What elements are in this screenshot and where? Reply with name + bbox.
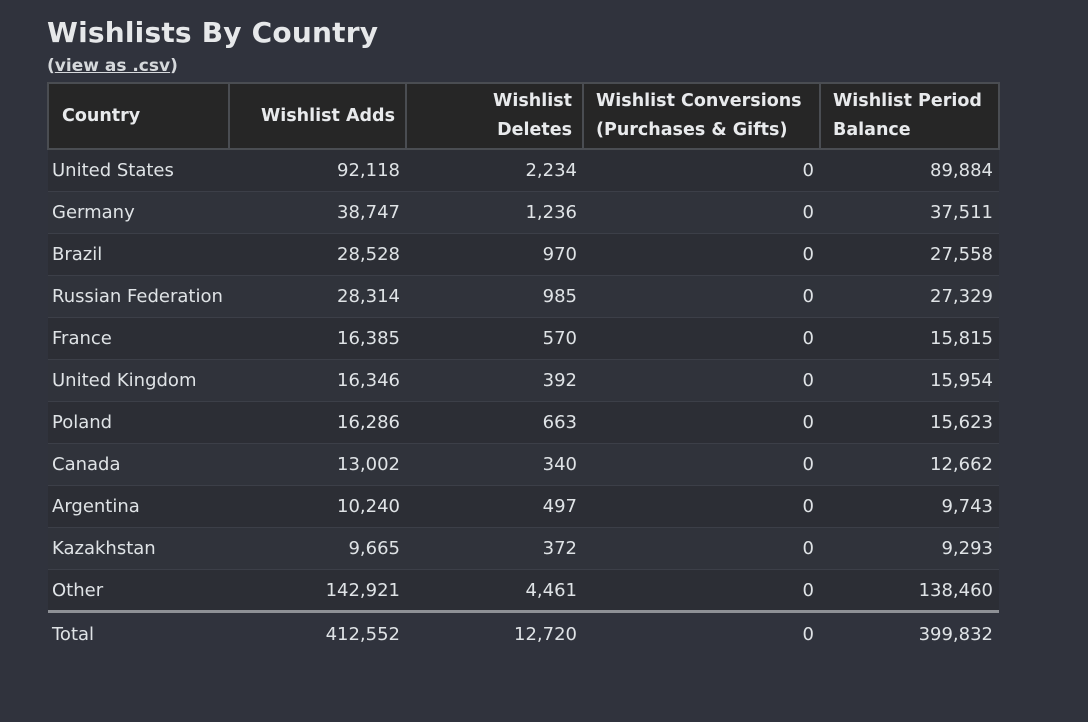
header-wishlist-deletes: Wishlist Deletes <box>405 82 584 150</box>
cell-adds: 16,286 <box>229 401 406 444</box>
cell-balance: 9,743 <box>820 485 999 528</box>
header-balance-line2: Balance <box>833 120 911 140</box>
cell-balance: 15,815 <box>820 317 999 360</box>
cell-deletes: 970 <box>406 233 583 276</box>
cell-conversions: 0 <box>583 275 820 318</box>
cell-country: France <box>48 317 229 360</box>
table-row: Germany 38,747 1,236 0 37,511 <box>48 191 999 234</box>
cell-country: Other <box>48 569 229 613</box>
table-row: Brazil 28,528 970 0 27,558 <box>48 233 999 276</box>
cell-deletes: 663 <box>406 401 583 444</box>
header-wishlist-conversions: Wishlist Conversions (Purchases & Gifts) <box>582 82 821 150</box>
cell-country: Brazil <box>48 233 229 276</box>
cell-balance: 27,558 <box>820 233 999 276</box>
total-label: Total <box>52 624 95 645</box>
cell-balance: 9,293 <box>820 527 999 570</box>
cell-balance: 12,662 <box>820 443 999 486</box>
cell-deletes: 340 <box>406 443 583 486</box>
total-balance: 399,832 <box>918 624 993 645</box>
page-title: Wishlists By Country <box>47 16 379 49</box>
cell-conversions: 0 <box>583 401 820 444</box>
cell-country: Poland <box>48 401 229 444</box>
cell-deletes: 2,234 <box>406 149 583 192</box>
total-adds: 412,552 <box>325 624 400 645</box>
cell-deletes: 570 <box>406 317 583 360</box>
view-csv-link[interactable]: view as .csv <box>54 56 171 76</box>
table-body: United States 92,118 2,234 0 89,884 Germany 38… <box>48 149 999 613</box>
cell-conversions: 0 <box>583 233 820 276</box>
cell-country: Russian Federation <box>48 275 229 318</box>
table-header-row: Country Wishlist Adds Wishlist Deletes W… <box>47 82 1000 150</box>
cell-adds: 28,314 <box>229 275 406 318</box>
cell-country: Canada <box>48 443 229 486</box>
cell-adds: 28,528 <box>229 233 406 276</box>
cell-conversions: 0 <box>583 149 820 192</box>
total-conversions: 0 <box>802 624 814 645</box>
cell-country: United States <box>48 149 229 192</box>
wishlist-country-table: Country Wishlist Adds Wishlist Deletes W… <box>47 82 1000 656</box>
wishlists-by-country-section: Wishlists By Country (view as .csv) Coun… <box>47 14 1000 656</box>
cell-deletes: 372 <box>406 527 583 570</box>
cell-country: Kazakhstan <box>48 527 229 570</box>
header-wishlist-period-balance: Wishlist Period Balance <box>819 82 1000 150</box>
cell-adds: 16,385 <box>229 317 406 360</box>
table-row: France 16,385 570 0 15,815 <box>48 317 999 360</box>
header-wishlist-adds: Wishlist Adds <box>228 82 407 150</box>
cell-adds: 142,921 <box>229 569 406 613</box>
csv-close-paren: ) <box>170 56 178 76</box>
cell-balance: 138,460 <box>820 569 999 613</box>
cell-balance: 27,329 <box>820 275 999 318</box>
cell-adds: 92,118 <box>229 149 406 192</box>
cell-country: Germany <box>48 191 229 234</box>
header-balance-line1: Wishlist Period <box>833 91 982 111</box>
cell-conversions: 0 <box>583 569 820 613</box>
table-row: Canada 13,002 340 0 12,662 <box>48 443 999 486</box>
cell-deletes: 497 <box>406 485 583 528</box>
header-country: Country <box>47 82 230 150</box>
cell-conversions: 0 <box>583 317 820 360</box>
cell-adds: 9,665 <box>229 527 406 570</box>
cell-country: Argentina <box>48 485 229 528</box>
cell-balance: 15,623 <box>820 401 999 444</box>
table-row: Poland 16,286 663 0 15,623 <box>48 401 999 444</box>
table-row: Kazakhstan 9,665 372 0 9,293 <box>48 527 999 570</box>
cell-deletes: 4,461 <box>406 569 583 613</box>
cell-conversions: 0 <box>583 485 820 528</box>
cell-deletes: 985 <box>406 275 583 318</box>
cell-balance: 37,511 <box>820 191 999 234</box>
table-row: Other 142,921 4,461 0 138,460 <box>48 569 999 613</box>
table-total-row: Total 412,552 12,720 0 399,832 <box>48 612 999 657</box>
table-row: United States 92,118 2,234 0 89,884 <box>48 149 999 192</box>
cell-conversions: 0 <box>583 443 820 486</box>
csv-open-paren: ( <box>47 56 55 76</box>
cell-adds: 16,346 <box>229 359 406 402</box>
cell-conversions: 0 <box>583 191 820 234</box>
table-row: United Kingdom 16,346 392 0 15,954 <box>48 359 999 402</box>
cell-adds: 13,002 <box>229 443 406 486</box>
cell-country: United Kingdom <box>48 359 229 402</box>
cell-adds: 10,240 <box>229 485 406 528</box>
cell-adds: 38,747 <box>229 191 406 234</box>
cell-deletes: 1,236 <box>406 191 583 234</box>
cell-balance: 15,954 <box>820 359 999 402</box>
total-deletes: 12,720 <box>514 624 577 645</box>
cell-balance: 89,884 <box>820 149 999 192</box>
table-row: Argentina 10,240 497 0 9,743 <box>48 485 999 528</box>
header-conversions-line1: Wishlist Conversions <box>596 91 802 111</box>
cell-conversions: 0 <box>583 359 820 402</box>
csv-link-line: (view as .csv) <box>47 55 1000 77</box>
table-row: Russian Federation 28,314 985 0 27,329 <box>48 275 999 318</box>
header-conversions-line2: (Purchases & Gifts) <box>596 120 788 140</box>
cell-deletes: 392 <box>406 359 583 402</box>
cell-conversions: 0 <box>583 527 820 570</box>
